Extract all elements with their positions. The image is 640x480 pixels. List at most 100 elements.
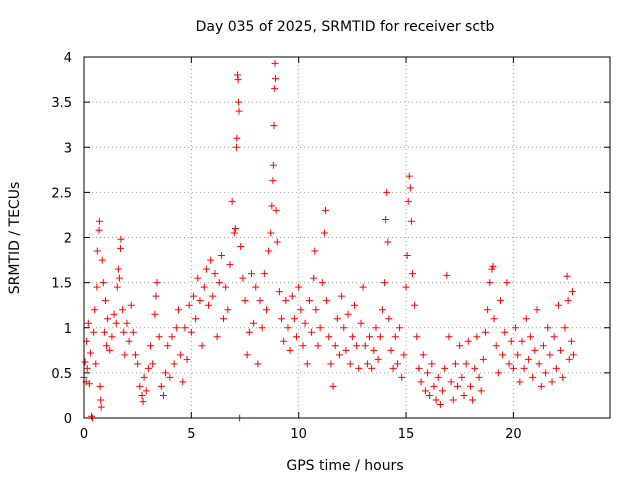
data-point: [187, 328, 195, 336]
data-point: [144, 364, 152, 372]
y-axis-label: SRMTID / TECUs: [7, 182, 23, 295]
data-point: [389, 364, 397, 372]
data-point: [108, 333, 116, 341]
y-tick-label: 3.5: [51, 96, 72, 111]
data-point: [123, 319, 131, 327]
data-point: [196, 297, 204, 305]
data-point: [570, 351, 578, 359]
data-point: [235, 107, 243, 115]
data-point: [393, 360, 401, 368]
y-tick-label: 2.5: [51, 186, 72, 201]
data-point: [104, 315, 112, 323]
data-point: [445, 333, 453, 341]
data-point: [550, 333, 558, 341]
data-point: [234, 76, 242, 84]
data-point: [514, 351, 522, 359]
data-point: [557, 346, 565, 354]
data-point: [192, 315, 200, 323]
data-point: [335, 351, 343, 359]
data-point: [286, 346, 294, 354]
data-point: [479, 355, 487, 363]
data-point: [84, 319, 92, 327]
data-point: [404, 197, 412, 205]
data-point: [323, 297, 331, 305]
data-point: [361, 342, 369, 350]
data-point: [544, 324, 552, 332]
data-point: [325, 333, 333, 341]
data-point: [374, 355, 382, 363]
data-point: [308, 328, 316, 336]
data-point: [552, 364, 560, 372]
data-point: [181, 324, 189, 332]
data-point: [385, 315, 393, 323]
data-point: [215, 279, 223, 287]
data-point: [110, 310, 118, 318]
data-point: [368, 364, 376, 372]
data-point: [268, 202, 276, 210]
data-point: [185, 301, 193, 309]
data-point: [565, 355, 573, 363]
data-point: [527, 333, 535, 341]
data-point: [391, 333, 399, 341]
data-point: [252, 283, 260, 291]
data-point: [275, 288, 283, 296]
data-point: [301, 319, 309, 327]
data-point: [338, 292, 346, 300]
data-point: [428, 360, 436, 368]
data-point: [548, 378, 556, 386]
data-point: [217, 252, 225, 260]
data-point: [290, 315, 298, 323]
data-point: [172, 324, 180, 332]
data-point: [93, 247, 101, 255]
data-point: [529, 373, 537, 381]
data-point: [359, 283, 367, 291]
data-point: [417, 378, 425, 386]
data-point: [413, 333, 421, 341]
data-point: [464, 337, 472, 345]
data-point: [381, 279, 389, 287]
data-point: [489, 262, 497, 270]
data-point: [273, 238, 281, 246]
data-point: [366, 333, 374, 341]
y-axis-ticks: 0 0.5 1 1.5 2 2.5 3 3.5 4: [51, 51, 610, 427]
data-point: [458, 373, 466, 381]
data-point: [243, 351, 251, 359]
data-point: [316, 324, 324, 332]
data-point: [456, 342, 464, 350]
data-point: [421, 387, 429, 395]
data-point: [568, 288, 576, 296]
data-point: [384, 238, 392, 246]
data-point: [346, 360, 354, 368]
data-point: [411, 301, 419, 309]
grid-lines: [84, 57, 610, 418]
data-point: [503, 279, 511, 287]
data-point: [100, 328, 108, 336]
data-point: [484, 306, 492, 314]
data-point: [233, 134, 241, 142]
data-point: [432, 396, 440, 404]
data-point: [531, 346, 539, 354]
data-point: [153, 279, 161, 287]
data-point: [288, 292, 296, 300]
data-point: [387, 346, 395, 354]
data-point: [254, 360, 262, 368]
data-point: [226, 261, 234, 269]
data-point: [198, 342, 206, 350]
data-point: [400, 351, 408, 359]
data-point: [398, 373, 406, 381]
data-point: [561, 324, 569, 332]
data-point: [270, 122, 278, 130]
data-point: [295, 283, 303, 291]
data-point: [357, 319, 365, 327]
data-point: [127, 301, 135, 309]
data-point: [441, 364, 449, 372]
data-point: [138, 391, 146, 399]
x-tick-label: 10: [290, 427, 307, 442]
data-point: [494, 369, 502, 377]
data-point: [501, 328, 509, 336]
data-point: [348, 333, 356, 341]
data-point: [342, 346, 350, 354]
data-point: [142, 387, 150, 395]
data-point: [95, 217, 103, 225]
data-point: [419, 351, 427, 359]
